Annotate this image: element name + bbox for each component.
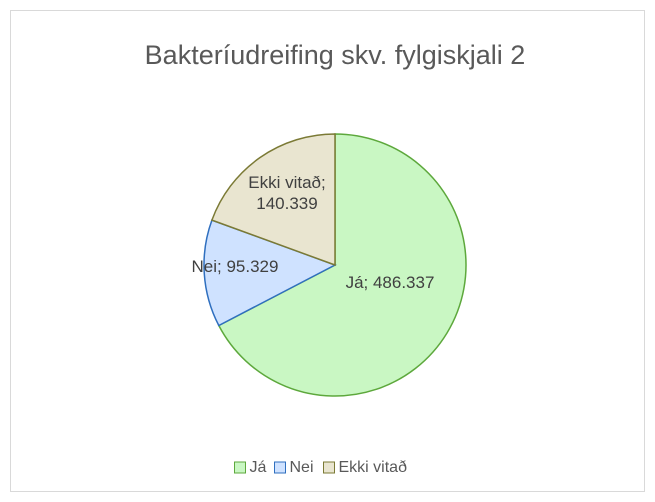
pie-slice: [203, 219, 337, 327]
legend-label: Nei: [290, 459, 314, 476]
legend-swatch: [274, 461, 286, 474]
data-label: Nei; 95.329: [191, 257, 279, 276]
legend-swatch: [323, 461, 335, 474]
legend-label: Ekki vitað: [339, 459, 408, 476]
legend-label: Já: [250, 459, 267, 476]
legend-swatch: [234, 461, 246, 474]
data-label: Já; 486.337: [345, 273, 435, 292]
pie-slice: [217, 133, 467, 397]
data-label: Ekki vitað; 140.339: [248, 173, 326, 213]
chart-title: Bakteríudreifing skv. fylgiskjali 2: [145, 40, 526, 70]
pie-slice: [210, 133, 336, 267]
